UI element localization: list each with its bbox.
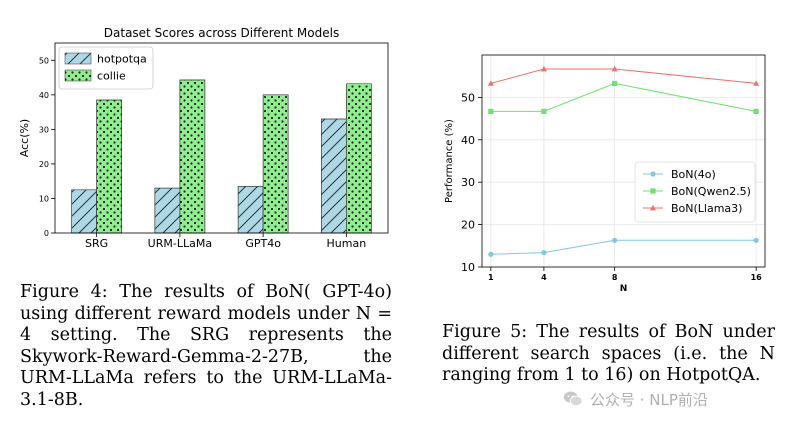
y-tick-label: 50: [39, 56, 49, 65]
x-tick-label: Human: [327, 237, 367, 250]
legend-label-BoN(4o): BoN(4o): [671, 168, 716, 181]
legend-marker-BoN(Qwen2.5): [650, 188, 656, 194]
legend-swatch-pattern-collie: [65, 70, 91, 81]
data-point-BoN(Qwen2.5): [541, 108, 547, 114]
wechat-icon: [563, 391, 583, 407]
y-tick-label: 20: [39, 160, 49, 169]
y-tick-label: 10: [39, 194, 49, 203]
x-tick-label: 1: [488, 273, 494, 282]
series-line-BoN(4o): [490, 239, 757, 255]
legend: hotpotqa collie: [58, 46, 154, 90]
legend-label-hotpotqa: hotpotqa: [97, 53, 147, 66]
x-tick-label: SRG: [85, 237, 108, 250]
y-axis-label: Acc(%): [18, 119, 31, 157]
figure-4-bar-chart: Dataset Scores across Different Models Ac…: [18, 26, 389, 250]
data-point-BoN(4o): [753, 237, 759, 243]
data-point-BoN(Llama3): [540, 65, 547, 72]
data-point-BoN(Qwen2.5): [488, 108, 494, 114]
x-tick-label: 4: [541, 273, 547, 282]
data-point-BoN(4o): [541, 249, 547, 256]
y-tick-label: 30: [39, 125, 49, 134]
data-point-BoN(Qwen2.5): [753, 108, 759, 114]
bar-pattern-hotpotqa-GPT4o: [237, 186, 264, 234]
chart-title: Dataset Scores across Different Models: [104, 26, 339, 40]
legend-swatch-pattern-hotpotqa: [65, 53, 91, 64]
legend-label-BoN(Llama3): BoN(Llama3): [671, 202, 742, 215]
y-axis-label: Performance (%): [444, 119, 455, 203]
data-point-BoN(Llama3): [487, 80, 494, 86]
x-tick-label: URM-LLaMa: [148, 237, 212, 250]
watermark: 公众号 · NLP前沿: [562, 386, 784, 412]
data-point-BoN(Llama3): [611, 65, 618, 72]
data-point-BoN(4o): [488, 251, 494, 257]
plot-frame: [54, 42, 389, 234]
data-point-BoN(4o): [612, 237, 618, 243]
bar-pattern-hotpotqa-Human: [321, 118, 347, 234]
y-tick-label: 40: [39, 91, 49, 100]
legend: BoN(4o) BoN(Qwen2.5) BoN(Llama3): [634, 161, 756, 223]
bar-pattern-collie-GPT4o: [262, 94, 289, 234]
x-tick-label: GPT4o: [245, 237, 281, 250]
x-tick-label: 16: [751, 273, 763, 282]
legend-marker-BoN(Llama3): [650, 204, 656, 211]
data-point-BoN(Qwen2.5): [612, 80, 618, 87]
bar-pattern-collie-URM-LLaMa: [179, 79, 206, 234]
figure-4-caption: Figure 4: The results of BoN( GPT-4o) us…: [20, 282, 392, 410]
plot-frame: [481, 54, 766, 268]
y-tick-label: 10: [461, 261, 475, 274]
figure-5-caption: Figure 5: The results of BoN under diffe…: [442, 322, 775, 385]
watermark-text: 公众号 · NLP前沿: [590, 390, 708, 409]
bar-pattern-hotpotqa-SRG: [71, 189, 97, 234]
x-tick-label: 8: [612, 273, 618, 282]
data-point-BoN(Llama3): [753, 80, 760, 86]
legend-box: [634, 161, 756, 223]
y-tick-label: 0: [44, 229, 49, 238]
legend-label-collie: collie: [97, 70, 126, 83]
series-line-BoN(Llama3): [490, 68, 757, 84]
bar-pattern-collie-Human: [346, 83, 372, 234]
legend-label-BoN(Qwen2.5): BoN(Qwen2.5): [671, 185, 751, 198]
bar-pattern-collie-SRG: [96, 99, 122, 234]
series-line-BoN(Qwen2.5): [490, 82, 757, 112]
bar-pattern-hotpotqa-URM-LLaMa: [154, 187, 181, 234]
y-tick-label: 30: [461, 176, 475, 189]
legend-marker-BoN(4o): [650, 171, 656, 177]
x-axis-label: N: [620, 284, 628, 294]
y-tick-label: 20: [461, 219, 475, 232]
y-tick-label: 50: [461, 91, 475, 104]
y-tick-label: 40: [461, 134, 475, 147]
